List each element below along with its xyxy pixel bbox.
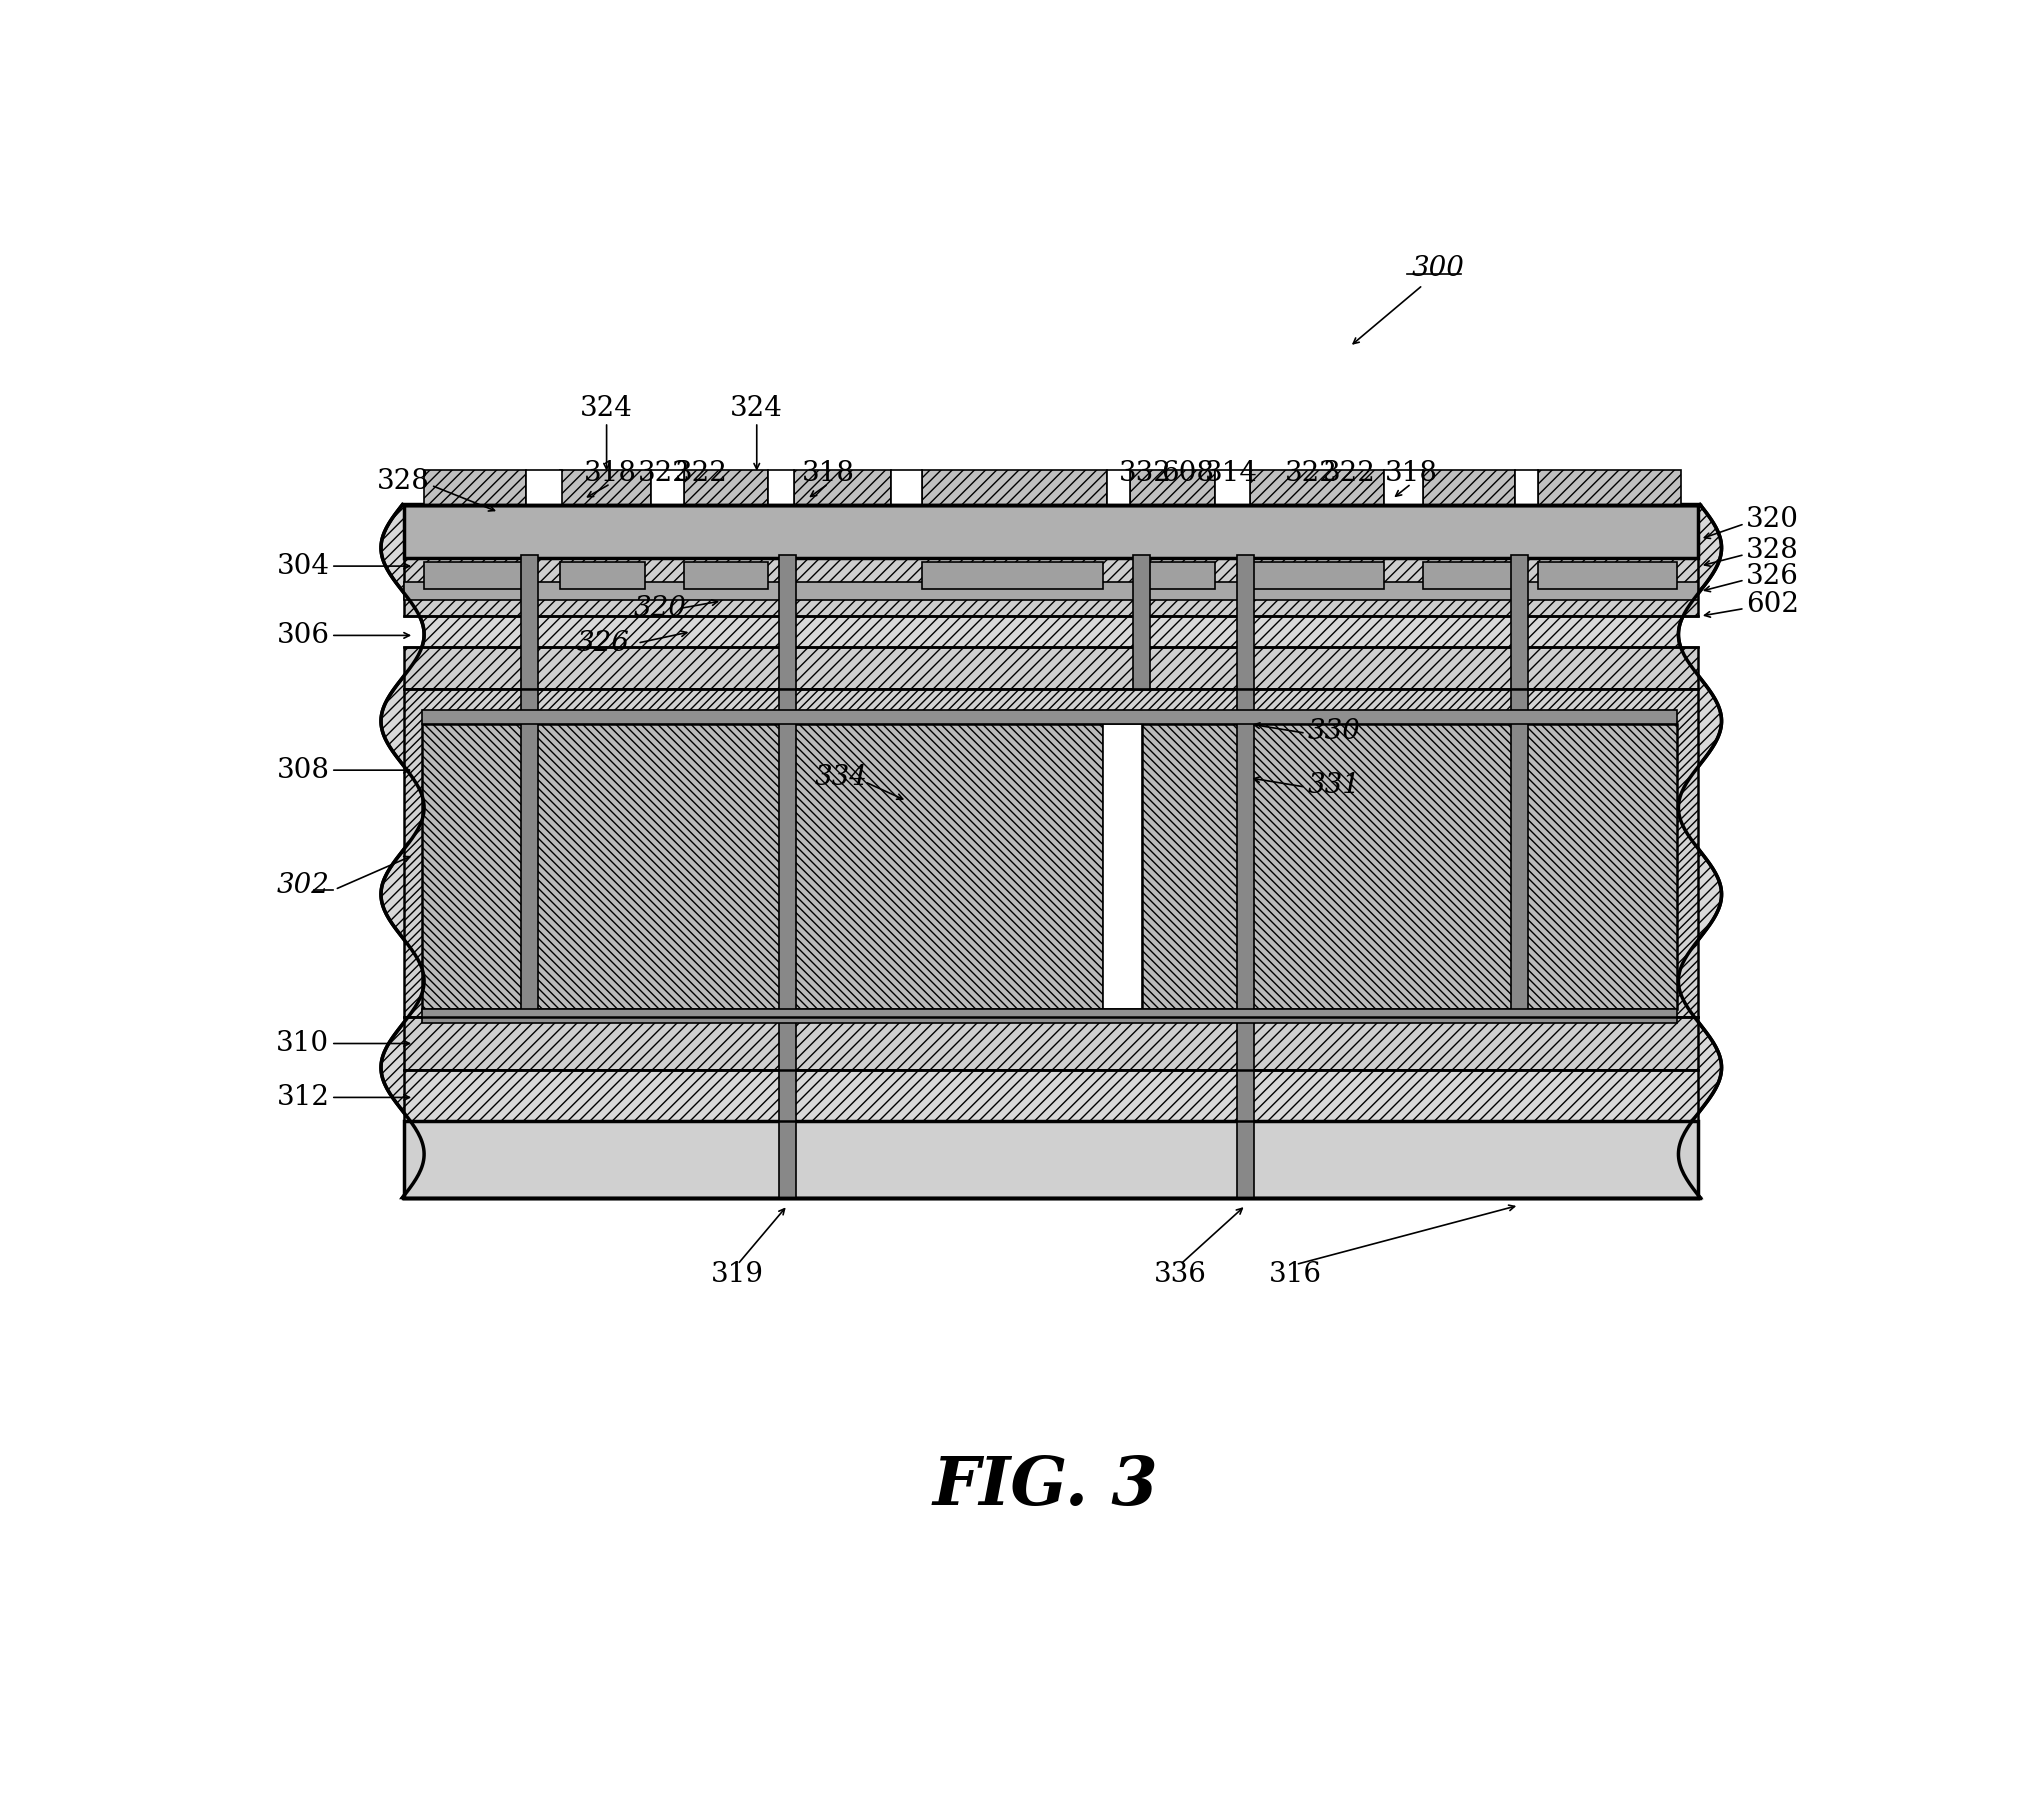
Text: 312: 312 [275, 1084, 328, 1111]
Bar [404, 505, 1698, 617]
Bar [1250, 469, 1384, 505]
Text: 320: 320 [634, 595, 687, 622]
Bar [404, 505, 1698, 559]
Text: 328: 328 [377, 467, 430, 494]
Bar [1250, 563, 1384, 590]
Bar [404, 1120, 1698, 1197]
Bar [1130, 469, 1215, 505]
Text: 324: 324 [579, 396, 632, 423]
Bar [1421, 563, 1515, 590]
Bar [1384, 469, 1421, 505]
Bar [891, 469, 922, 505]
Text: 314: 314 [1205, 460, 1258, 487]
Bar [683, 563, 769, 590]
Text: 328: 328 [1745, 538, 1798, 565]
Bar [1421, 469, 1515, 505]
Bar [561, 469, 650, 505]
Bar [922, 469, 1107, 505]
Text: 608: 608 [1160, 460, 1213, 487]
Text: 302: 302 [277, 872, 328, 899]
Text: 322: 322 [638, 460, 691, 487]
Bar [1142, 725, 1676, 1009]
Text: 322: 322 [675, 460, 728, 487]
Text: 334: 334 [816, 764, 867, 791]
Bar [422, 725, 1103, 1009]
Bar [1236, 554, 1254, 689]
Bar [650, 469, 683, 505]
Text: 310: 310 [275, 1030, 328, 1057]
Text: 322: 322 [1285, 460, 1338, 487]
Text: 316: 316 [1268, 1260, 1321, 1287]
Bar [769, 469, 793, 505]
Bar [1103, 725, 1142, 1009]
Bar [404, 1070, 1698, 1120]
Text: 306: 306 [275, 622, 328, 649]
Text: 318: 318 [583, 460, 636, 487]
Text: 320: 320 [1745, 507, 1798, 534]
Bar [404, 647, 1698, 689]
Bar [779, 689, 795, 1016]
Text: 304: 304 [275, 552, 328, 579]
Bar [520, 689, 538, 1016]
Bar [404, 689, 1698, 1016]
Bar [922, 563, 1103, 590]
Bar [1236, 689, 1254, 1016]
Text: 322: 322 [1323, 460, 1376, 487]
Bar [422, 710, 1676, 725]
Bar [683, 469, 769, 505]
Bar [779, 554, 795, 689]
Bar [424, 469, 526, 505]
Bar [1107, 469, 1130, 505]
Bar [422, 1009, 1676, 1023]
Bar [1236, 1016, 1254, 1197]
Text: 318: 318 [801, 460, 854, 487]
Bar [793, 469, 891, 505]
Bar [561, 563, 644, 590]
Bar [1134, 554, 1150, 689]
Text: 326: 326 [577, 629, 628, 656]
Bar [1537, 469, 1680, 505]
Text: 332: 332 [1119, 460, 1172, 487]
Text: 336: 336 [1154, 1260, 1207, 1287]
Text: 330: 330 [1307, 717, 1360, 744]
Text: 318: 318 [1384, 460, 1437, 487]
Text: 319: 319 [712, 1260, 765, 1287]
Text: 326: 326 [1745, 563, 1798, 590]
Text: 300: 300 [1411, 255, 1464, 282]
Bar [1509, 554, 1527, 689]
Bar [1215, 469, 1250, 505]
Text: 308: 308 [275, 757, 328, 784]
Bar [404, 581, 1698, 601]
Text: 324: 324 [730, 396, 783, 423]
Bar [424, 563, 522, 590]
Bar [1509, 689, 1527, 1016]
Bar [526, 469, 561, 505]
Polygon shape [381, 505, 1721, 1197]
Text: 602: 602 [1745, 592, 1798, 619]
Text: FIG. 3: FIG. 3 [932, 1455, 1158, 1519]
Bar [404, 1016, 1698, 1070]
Bar [1515, 469, 1537, 505]
Bar [1142, 563, 1215, 590]
Bar [779, 1016, 795, 1197]
Bar [1537, 563, 1676, 590]
Bar [520, 554, 538, 689]
Text: 331: 331 [1307, 771, 1360, 798]
